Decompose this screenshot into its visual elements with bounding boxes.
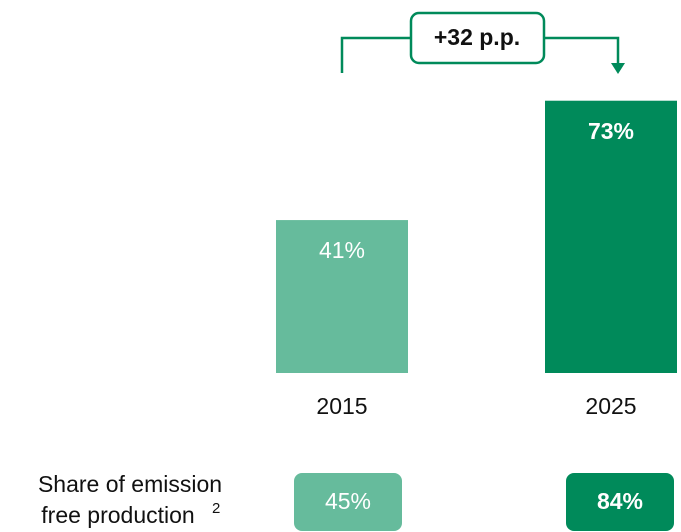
row-label: Share of emission: [38, 471, 222, 497]
arrow-head: [611, 63, 625, 74]
box-label: 84%: [597, 488, 643, 514]
annotation: +32 p.p.: [434, 24, 520, 50]
row-label: free production: [41, 502, 194, 528]
bar: [276, 220, 408, 373]
value-label: 41%: [319, 237, 365, 263]
footnote-mark: 2: [212, 500, 220, 517]
value-box: [566, 473, 674, 531]
annotation-box: [409, 11, 546, 65]
bar: [545, 100, 677, 374]
x-tick-label: 2015: [316, 393, 367, 419]
value-label: 73%: [588, 118, 634, 144]
value-box: [294, 473, 402, 531]
x-tick-label: 2025: [585, 393, 636, 419]
bracket: [340, 36, 620, 73]
box-label: 45%: [325, 488, 371, 514]
